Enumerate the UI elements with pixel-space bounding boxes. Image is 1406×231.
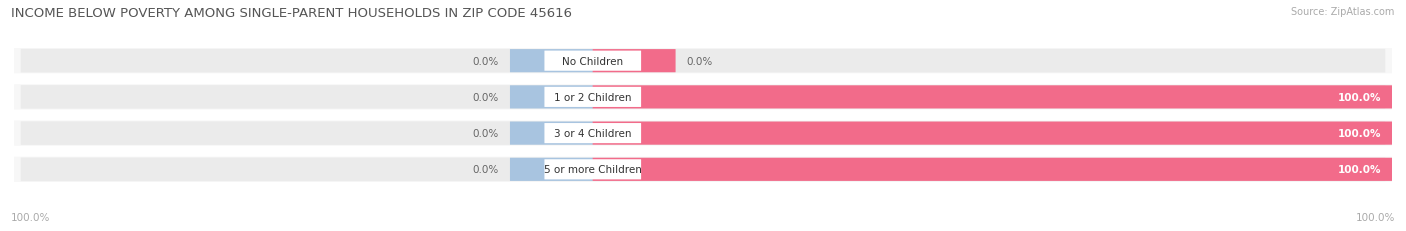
Text: No Children: No Children	[562, 56, 623, 66]
Text: 100.0%: 100.0%	[1337, 165, 1381, 175]
Text: 0.0%: 0.0%	[472, 56, 499, 66]
FancyBboxPatch shape	[593, 158, 1392, 181]
FancyBboxPatch shape	[544, 160, 641, 180]
Text: Source: ZipAtlas.com: Source: ZipAtlas.com	[1291, 7, 1395, 17]
FancyBboxPatch shape	[544, 51, 641, 71]
Text: 100.0%: 100.0%	[1337, 92, 1381, 103]
Text: 0.0%: 0.0%	[472, 92, 499, 103]
FancyBboxPatch shape	[14, 49, 1392, 74]
FancyBboxPatch shape	[510, 50, 593, 73]
FancyBboxPatch shape	[21, 50, 1385, 73]
FancyBboxPatch shape	[593, 86, 1392, 109]
Text: 100.0%: 100.0%	[1337, 128, 1381, 139]
FancyBboxPatch shape	[544, 88, 641, 107]
Text: 1 or 2 Children: 1 or 2 Children	[554, 92, 631, 103]
FancyBboxPatch shape	[593, 50, 675, 73]
FancyBboxPatch shape	[21, 86, 1385, 109]
FancyBboxPatch shape	[21, 158, 1385, 181]
Text: 5 or more Children: 5 or more Children	[544, 165, 641, 175]
FancyBboxPatch shape	[14, 121, 1392, 146]
FancyBboxPatch shape	[510, 122, 593, 145]
Text: 100.0%: 100.0%	[1355, 212, 1395, 222]
Text: 0.0%: 0.0%	[686, 56, 713, 66]
Text: 100.0%: 100.0%	[11, 212, 51, 222]
Text: 0.0%: 0.0%	[472, 165, 499, 175]
Text: 3 or 4 Children: 3 or 4 Children	[554, 128, 631, 139]
FancyBboxPatch shape	[21, 122, 1385, 145]
FancyBboxPatch shape	[510, 86, 593, 109]
FancyBboxPatch shape	[14, 85, 1392, 110]
Text: 0.0%: 0.0%	[472, 128, 499, 139]
FancyBboxPatch shape	[544, 124, 641, 143]
FancyBboxPatch shape	[593, 122, 1392, 145]
FancyBboxPatch shape	[510, 158, 593, 181]
FancyBboxPatch shape	[14, 157, 1392, 182]
Text: INCOME BELOW POVERTY AMONG SINGLE-PARENT HOUSEHOLDS IN ZIP CODE 45616: INCOME BELOW POVERTY AMONG SINGLE-PARENT…	[11, 7, 572, 20]
